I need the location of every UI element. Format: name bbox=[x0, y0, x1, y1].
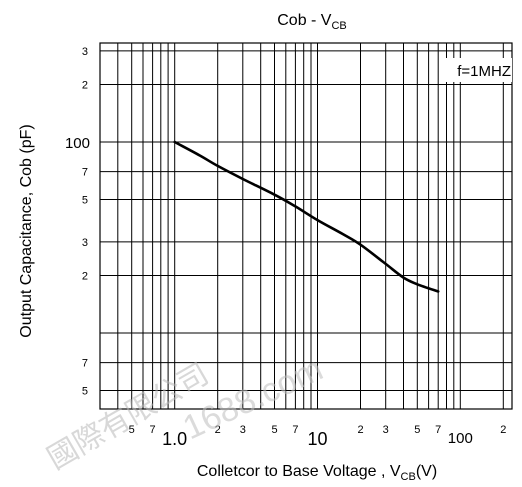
x-tick-label: 3 bbox=[240, 424, 246, 436]
y-axis-label: Output Capacitance, Cob (pF) bbox=[18, 124, 35, 337]
y-tick-label: 100 bbox=[65, 135, 90, 152]
x-tick-label: 7 bbox=[150, 424, 156, 436]
y-tick-labels: 3 2 100 7 5 3 2 7 5 bbox=[65, 46, 90, 398]
y-tick-label: 5 bbox=[82, 195, 88, 207]
chart-title: Cob - VCB bbox=[277, 12, 347, 32]
y-tick-label: 7 bbox=[82, 358, 88, 370]
x-tick-label: 7 bbox=[435, 424, 441, 436]
curve-layer bbox=[175, 142, 439, 292]
x-tick-label: 100 bbox=[448, 430, 473, 447]
y-tick-label: 3 bbox=[82, 237, 88, 249]
x-tick-label: 3 bbox=[383, 424, 389, 436]
x-tick-label: 1.0 bbox=[162, 429, 187, 449]
y-tick-label: 5 bbox=[82, 386, 88, 398]
x-tick-label: 2 bbox=[500, 424, 506, 436]
frequency-annotation: f=1MHZ bbox=[457, 63, 511, 80]
y-tick-label: 2 bbox=[82, 271, 88, 283]
capacitance-curve bbox=[175, 142, 439, 292]
x-tick-label: 5 bbox=[271, 424, 277, 436]
y-tick-label: 3 bbox=[82, 46, 88, 58]
x-tick-label: 10 bbox=[307, 429, 327, 449]
x-tick-label: 7 bbox=[292, 424, 298, 436]
y-tick-label: 7 bbox=[82, 167, 88, 179]
x-tick-label: 2 bbox=[357, 424, 363, 436]
x-axis-label: Colletcor to Base Voltage , VCB(V) bbox=[197, 463, 437, 483]
x-tick-label: 5 bbox=[414, 424, 420, 436]
y-tick-label: 2 bbox=[82, 80, 88, 92]
